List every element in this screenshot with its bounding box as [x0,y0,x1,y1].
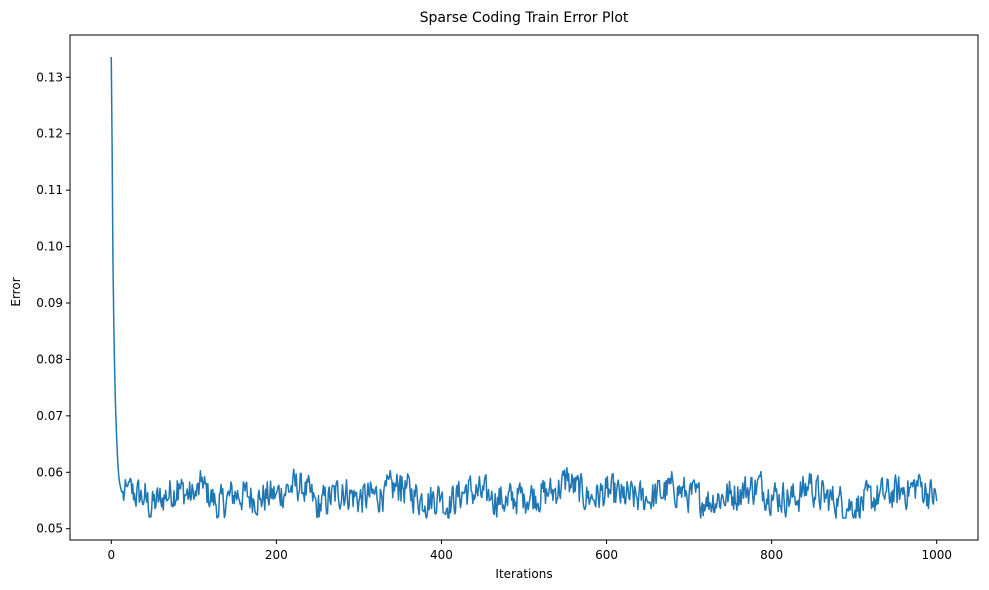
x-axis-label: Iterations [495,567,552,581]
error-series-line [110,57,938,519]
chart-title: Sparse Coding Train Error Plot [420,10,629,26]
y-tick-label: 0.09 [36,296,63,310]
y-tick-label: 0.05 [36,522,63,536]
x-tick-label: 800 [760,548,783,562]
y-tick-label: 0.07 [36,409,63,423]
x-tick-label: 0 [107,548,115,562]
plot-area [69,34,979,541]
x-axis-ticks: 0 200 400 600 800 1000 [107,540,952,562]
y-tick-label: 0.06 [36,465,63,479]
y-tick-label: 0.08 [36,352,63,366]
x-tick-label: 1000 [921,548,952,562]
x-tick-label: 600 [595,548,618,562]
x-tick-label: 400 [430,548,453,562]
y-tick-label: 0.10 [36,240,63,254]
axes-frame [69,34,979,541]
y-axis-ticks: 0.05 0.06 0.07 0.08 0.09 0.10 0.11 0.12 0.13 [36,70,70,536]
y-tick-label: 0.13 [36,70,63,84]
y-tick-label: 0.12 [36,127,63,141]
y-axis-label: Error [9,277,23,306]
x-tick-label: 200 [265,548,288,562]
y-tick-label: 0.11 [36,183,63,197]
